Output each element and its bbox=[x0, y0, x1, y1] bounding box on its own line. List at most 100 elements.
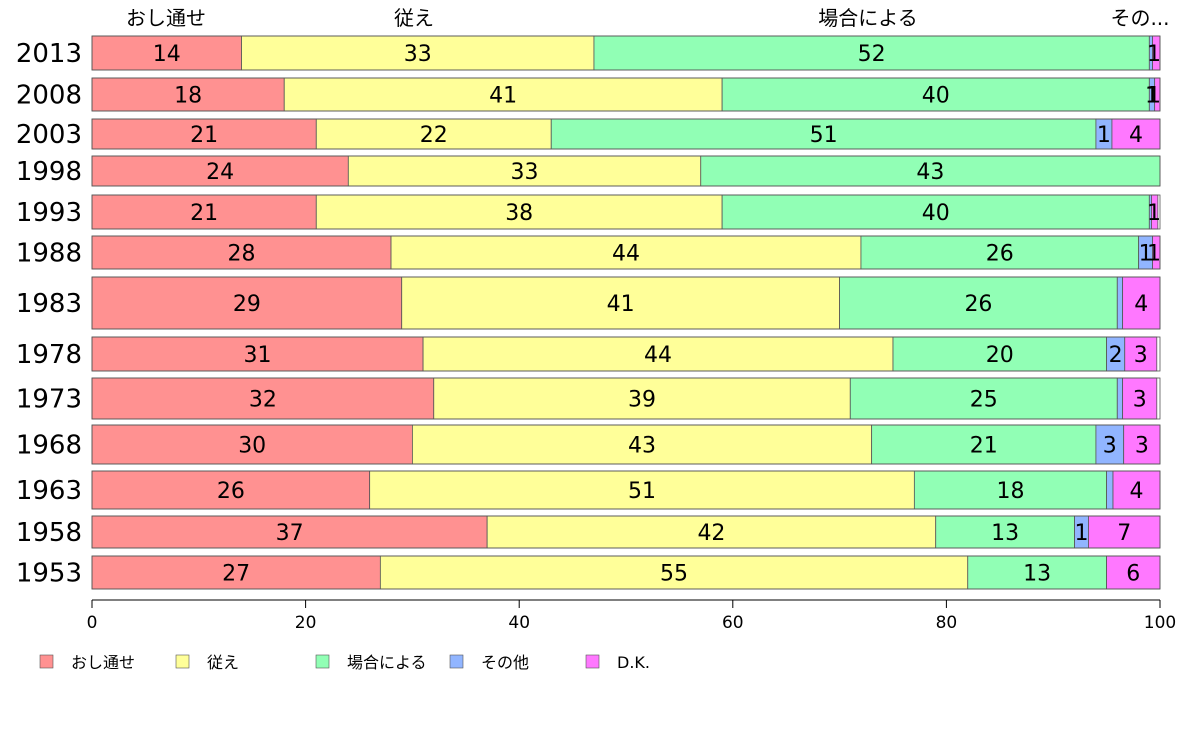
bar-value-label: 6 bbox=[1126, 562, 1140, 587]
top-category-label: おし通せ bbox=[126, 6, 206, 30]
bar-segment bbox=[1122, 276, 1161, 330]
year-label: 1963 bbox=[16, 476, 82, 506]
bar-outline bbox=[91, 336, 1161, 372]
bar-outline bbox=[91, 470, 1161, 510]
bar-outline bbox=[91, 118, 1161, 150]
bar-value-label: 1 bbox=[1097, 123, 1111, 148]
bar-value-label: 26 bbox=[964, 292, 992, 317]
bar-segment bbox=[91, 377, 435, 420]
bar-value-label: 25 bbox=[970, 388, 998, 413]
top-category-label: 場合による bbox=[818, 6, 917, 30]
bar-segment bbox=[721, 194, 1150, 230]
bar-segment bbox=[91, 155, 349, 187]
bar-value-label: 13 bbox=[1023, 562, 1051, 587]
bar-value-label: 3 bbox=[1135, 434, 1149, 459]
bar-segment bbox=[91, 276, 403, 330]
bar-value-label: 2 bbox=[1109, 343, 1123, 368]
year-label: 2013 bbox=[16, 39, 82, 69]
bar-segment bbox=[433, 377, 851, 420]
x-tick-label: 20 bbox=[295, 613, 317, 633]
bar-segment bbox=[1106, 470, 1114, 510]
year-label: 1988 bbox=[16, 239, 82, 269]
bar-outline bbox=[91, 515, 1161, 549]
bar-segment bbox=[347, 155, 702, 187]
bar-value-label: 7 bbox=[1117, 521, 1131, 546]
bar-value-label: 21 bbox=[970, 434, 998, 459]
legend-label: 従え bbox=[207, 653, 239, 672]
legend-label: D.K. bbox=[617, 653, 650, 672]
bar-value-label: 27 bbox=[222, 562, 250, 587]
year-label: 1968 bbox=[16, 431, 82, 461]
bar-value-label: 38 bbox=[505, 201, 533, 226]
legend-swatch bbox=[315, 654, 330, 669]
bar-value-label: 28 bbox=[228, 242, 256, 267]
bar-value-label: 21 bbox=[190, 201, 218, 226]
bar-value-label: 43 bbox=[916, 160, 944, 185]
bar-outline bbox=[91, 235, 1161, 270]
bar-value-label: 30 bbox=[238, 434, 266, 459]
legend-swatch bbox=[449, 654, 464, 669]
bar-outline bbox=[91, 35, 1161, 71]
bar-value-label: 26 bbox=[986, 242, 1014, 267]
bar-value-label: 1 bbox=[1075, 521, 1089, 546]
bar-segment bbox=[241, 35, 595, 71]
bar-segment bbox=[411, 424, 873, 465]
bar-value-label: 40 bbox=[922, 201, 950, 226]
bar-value-label: 29 bbox=[233, 292, 261, 317]
bar-value-label: 44 bbox=[612, 242, 640, 267]
bar-segment bbox=[849, 377, 1118, 420]
x-tick-label: 80 bbox=[936, 613, 958, 633]
bar-value-label: 43 bbox=[628, 434, 656, 459]
bar-value-label: 20 bbox=[986, 343, 1014, 368]
bar-value-label: 33 bbox=[511, 160, 539, 185]
bar-value-label: 13 bbox=[991, 521, 1019, 546]
bar-value-label: 51 bbox=[810, 123, 838, 148]
bar-value-label: 1 bbox=[1147, 42, 1161, 67]
bar-segment bbox=[1123, 424, 1161, 465]
year-label: 1958 bbox=[16, 518, 82, 548]
bar-segment bbox=[91, 555, 381, 590]
bar-value-label: 55 bbox=[660, 562, 688, 587]
bar-value-label: 24 bbox=[206, 160, 234, 185]
bar-value-label: 39 bbox=[628, 388, 656, 413]
bar-value-label: 44 bbox=[644, 343, 672, 368]
bar-segment bbox=[550, 118, 1097, 150]
bar-segment bbox=[390, 235, 862, 270]
x-tick-label: 0 bbox=[87, 613, 98, 633]
bar-value-label: 41 bbox=[489, 84, 517, 109]
top-category-label: 従え bbox=[394, 6, 434, 30]
bar-segment bbox=[871, 424, 1097, 465]
bar-segment bbox=[913, 470, 1107, 510]
year-label: 1998 bbox=[16, 157, 82, 187]
top-category-label: その... bbox=[1110, 6, 1169, 30]
legend-swatch bbox=[175, 654, 190, 669]
legend-swatch bbox=[39, 654, 54, 669]
bar-value-label: 37 bbox=[276, 521, 304, 546]
bar-value-label: 4 bbox=[1134, 292, 1148, 317]
bar-value-label: 32 bbox=[249, 388, 277, 413]
x-tick-label: 60 bbox=[722, 613, 744, 633]
year-label: 1978 bbox=[16, 340, 82, 370]
bar-segment bbox=[1111, 118, 1161, 150]
bar-segment bbox=[1124, 336, 1158, 372]
legend-label: おし通せ bbox=[71, 653, 135, 672]
bar-value-label: 18 bbox=[174, 84, 202, 109]
bar-outline bbox=[91, 77, 1161, 112]
year-label: 1993 bbox=[16, 198, 82, 228]
bar-value-label: 1 bbox=[1139, 242, 1153, 267]
bar-outline bbox=[91, 155, 1161, 187]
bar-value-label: 22 bbox=[420, 123, 448, 148]
bar-outline bbox=[91, 377, 1161, 420]
bar-value-label: 14 bbox=[153, 42, 181, 67]
bar-value-label: 3 bbox=[1133, 388, 1147, 413]
bar-value-label: 3 bbox=[1134, 343, 1148, 368]
bar-value-label: 33 bbox=[404, 42, 432, 67]
bar-segment bbox=[1112, 470, 1161, 510]
bar-outline bbox=[91, 424, 1161, 465]
bar-outline bbox=[91, 194, 1161, 230]
bar-segment bbox=[1088, 515, 1161, 549]
bar-value-label: 52 bbox=[858, 42, 886, 67]
bar-segment bbox=[1116, 377, 1124, 420]
bar-value-label: 18 bbox=[996, 479, 1024, 504]
bar-value-label: 3 bbox=[1103, 434, 1117, 459]
